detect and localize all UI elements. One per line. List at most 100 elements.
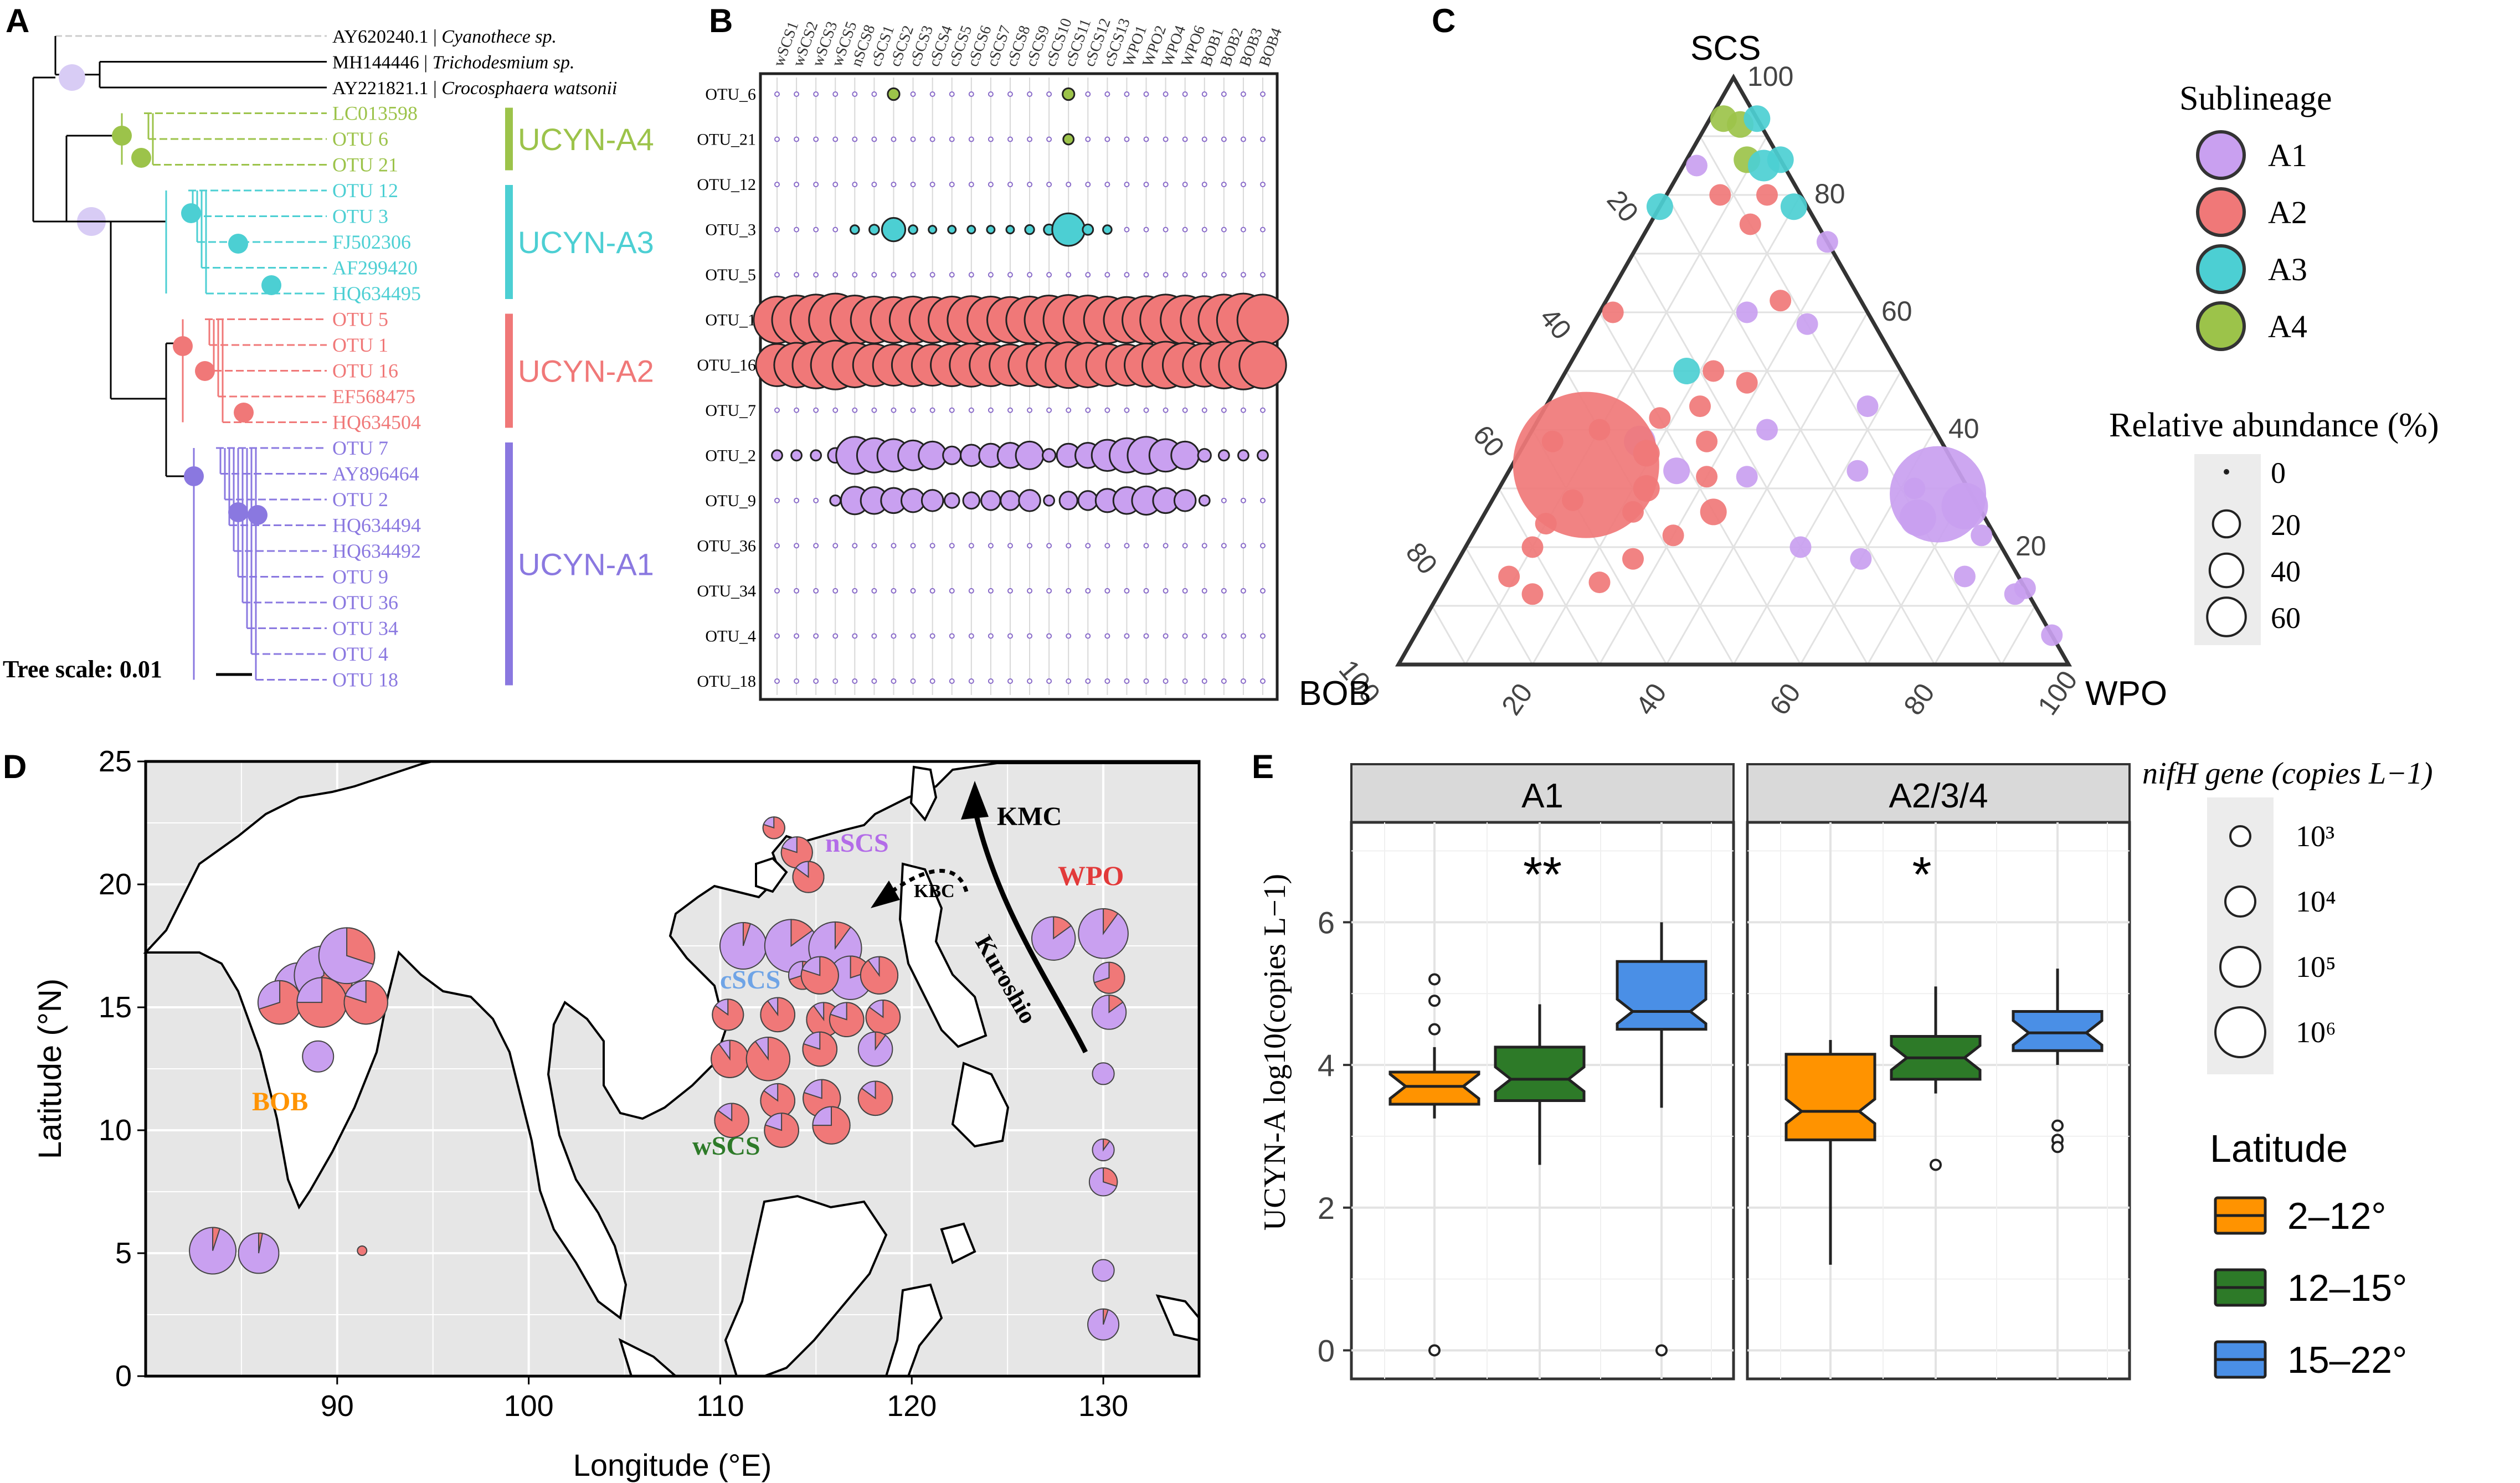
station-pie xyxy=(857,1031,893,1067)
ternary-point xyxy=(1633,475,1660,502)
ternary-point xyxy=(1736,466,1758,488)
ternary-axis-top: SCS xyxy=(1690,29,1761,68)
bubble xyxy=(1046,91,1052,97)
bubble xyxy=(943,492,960,509)
bubble xyxy=(1240,272,1246,278)
ternary-point xyxy=(1709,184,1731,206)
ternary-point xyxy=(1756,184,1778,206)
otu-label: OTU_34 xyxy=(697,582,756,600)
bubble xyxy=(1124,543,1130,549)
leaf-label: OTU 18 xyxy=(332,669,398,691)
ternary-point xyxy=(1663,457,1690,485)
bubble xyxy=(1085,136,1091,142)
node-circle xyxy=(261,275,281,295)
bubble xyxy=(871,543,877,549)
bubble xyxy=(794,226,800,233)
bubble xyxy=(1041,448,1057,463)
bubble xyxy=(891,543,897,549)
bubble xyxy=(852,633,858,639)
leaf-label: OTU 6 xyxy=(332,128,388,150)
bubble xyxy=(929,588,935,594)
outlier xyxy=(2051,1141,2064,1154)
nifh-swatch xyxy=(2219,946,2261,988)
bubble xyxy=(1260,497,1266,503)
bubble xyxy=(910,91,916,97)
bubble xyxy=(1124,136,1130,142)
ternary-point xyxy=(1953,565,1976,588)
bubble xyxy=(1104,633,1110,639)
sulu-island xyxy=(940,1222,976,1264)
bubble xyxy=(891,678,897,684)
station-pie xyxy=(357,1245,368,1256)
station-pie xyxy=(1078,908,1129,959)
bubble xyxy=(1201,588,1207,594)
bubble xyxy=(794,407,800,413)
size-swatch xyxy=(2224,469,2229,475)
otu-label: OTU_3 xyxy=(705,221,756,239)
leaf-label: OTU 3 xyxy=(332,205,388,228)
bubble xyxy=(1046,633,1052,639)
bubble xyxy=(1163,588,1169,594)
bubble xyxy=(1163,136,1169,142)
bubble xyxy=(1027,136,1033,142)
bubble xyxy=(1240,543,1246,549)
bubble xyxy=(1024,224,1035,235)
bubble xyxy=(908,224,918,235)
bubble xyxy=(918,440,948,470)
bubble xyxy=(1124,91,1130,97)
bubble xyxy=(1182,226,1188,233)
leaf-label: OTU 5 xyxy=(332,308,388,331)
bubble xyxy=(929,678,935,684)
bubble xyxy=(949,678,955,684)
ternary-point xyxy=(1789,536,1812,558)
ternary-point xyxy=(1780,193,1807,220)
bubble xyxy=(929,543,935,549)
x-tick-label: 90 xyxy=(321,1389,354,1423)
bubble xyxy=(1201,633,1207,639)
ternary-grid xyxy=(1431,605,1467,665)
bubble xyxy=(832,136,839,142)
legend-swatch xyxy=(2196,187,2246,237)
bubble xyxy=(1143,136,1149,142)
sublineage-legend: A1 A2 A3 A4 xyxy=(2196,130,2307,351)
bubble xyxy=(813,407,819,413)
bubble xyxy=(852,588,858,594)
label-nscs: nSCS xyxy=(825,828,889,858)
y-tick-label: 0 xyxy=(1318,1333,1335,1368)
bubble xyxy=(832,272,839,278)
pie-a2 xyxy=(1103,1167,1118,1187)
bubble xyxy=(1182,91,1188,97)
bubble xyxy=(1058,491,1078,511)
bubble xyxy=(871,407,877,413)
bubble xyxy=(910,633,916,639)
bubble xyxy=(1102,224,1113,235)
map-x-title: Longitude (°E) xyxy=(573,1448,772,1482)
bubble xyxy=(1182,678,1188,684)
bubble xyxy=(774,226,780,233)
bubble xyxy=(1046,407,1052,413)
bubble xyxy=(813,91,819,97)
node-circle xyxy=(228,234,248,254)
node-circle xyxy=(195,361,215,381)
node-circle xyxy=(59,64,85,91)
pie-a2 xyxy=(711,1039,749,1078)
bubble xyxy=(774,182,780,188)
leaf-label: OTU 7 xyxy=(332,437,388,459)
nifh-label: 10⁵ xyxy=(2296,950,2336,983)
leaf-label: OTU 34 xyxy=(332,617,398,640)
station-pie xyxy=(857,1080,893,1116)
bubble xyxy=(1124,182,1130,188)
bubble xyxy=(1240,588,1246,594)
ternary-tick-wpo: 100 xyxy=(2032,665,2084,720)
ternary-point xyxy=(1685,155,1708,177)
bubble xyxy=(774,272,780,278)
bubble xyxy=(910,678,916,684)
nifh-swatch xyxy=(2229,825,2251,847)
size-label: 60 xyxy=(2271,601,2301,635)
station-pie xyxy=(238,1232,280,1274)
bubble xyxy=(920,489,944,512)
bubble xyxy=(929,407,935,413)
node-circle xyxy=(112,126,132,146)
bubble xyxy=(868,224,880,235)
